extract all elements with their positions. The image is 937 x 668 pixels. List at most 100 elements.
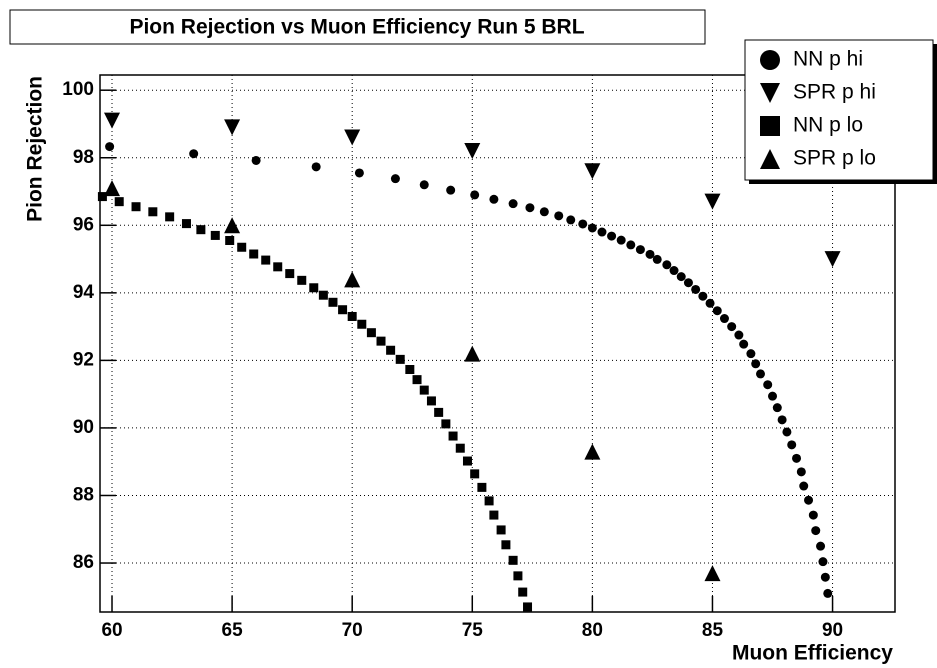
- point: [165, 212, 175, 222]
- y-tick-label: 86: [73, 552, 94, 573]
- point: [755, 369, 765, 379]
- x-axis-label: Muon Efficiency: [732, 642, 893, 665]
- point: [712, 306, 722, 316]
- point: [470, 190, 480, 200]
- point: [477, 482, 487, 492]
- point: [489, 510, 499, 520]
- point: [820, 572, 830, 582]
- point: [181, 219, 191, 229]
- y-tick-label: 94: [73, 282, 95, 303]
- y-tick-label: 98: [73, 147, 94, 168]
- y-tick-label: 92: [73, 349, 94, 370]
- y-tick-label: 90: [73, 417, 94, 438]
- point: [338, 305, 348, 315]
- y-tick-label: 88: [73, 484, 94, 505]
- point: [419, 385, 429, 395]
- point: [426, 396, 436, 406]
- point: [669, 266, 679, 276]
- point: [297, 275, 307, 285]
- point: [496, 525, 506, 535]
- x-tick-label: 70: [342, 620, 363, 641]
- point: [328, 297, 338, 307]
- point: [607, 231, 617, 241]
- point: [751, 359, 761, 369]
- legend-marker: [760, 83, 780, 103]
- legend-marker: [760, 116, 780, 136]
- point: [285, 269, 295, 279]
- point: [376, 336, 386, 346]
- point: [311, 162, 321, 172]
- y-tick-label: 96: [73, 214, 94, 235]
- point: [354, 168, 364, 178]
- x-tick-label: 80: [582, 620, 603, 641]
- point: [344, 271, 361, 288]
- point: [501, 540, 511, 550]
- y-axis-label: Pion Rejection: [24, 76, 47, 222]
- point: [210, 230, 220, 240]
- point: [539, 207, 549, 217]
- point: [676, 272, 686, 282]
- point: [131, 202, 141, 212]
- x-tick-label: 65: [222, 620, 244, 641]
- legend-marker: [760, 149, 780, 169]
- point: [705, 298, 715, 308]
- point: [446, 185, 456, 195]
- point: [804, 495, 814, 505]
- point: [105, 142, 115, 152]
- point: [470, 469, 480, 479]
- point: [626, 240, 636, 250]
- point: [727, 322, 737, 332]
- point: [237, 242, 247, 252]
- point: [114, 197, 124, 207]
- point: [357, 319, 367, 329]
- point: [818, 557, 828, 567]
- point: [808, 510, 818, 520]
- point: [148, 207, 158, 217]
- point: [386, 345, 396, 355]
- point: [434, 407, 444, 417]
- point: [366, 328, 376, 338]
- point: [97, 192, 107, 202]
- point: [811, 526, 821, 536]
- point: [566, 215, 576, 225]
- point: [508, 199, 518, 209]
- point: [484, 496, 494, 506]
- point: [104, 112, 121, 129]
- chart-title: Pion Rejection vs Muon Efficiency Run 5 …: [129, 16, 584, 39]
- point: [635, 245, 645, 255]
- point: [719, 314, 729, 324]
- title-box: [9, 9, 706, 45]
- point: [455, 443, 465, 453]
- point: [691, 284, 701, 294]
- point: [799, 481, 809, 491]
- point: [273, 262, 283, 272]
- x-tick-label: 60: [101, 620, 122, 641]
- point: [578, 219, 588, 229]
- point: [777, 415, 787, 425]
- point: [464, 345, 481, 362]
- point: [704, 193, 721, 210]
- point: [823, 588, 833, 598]
- point: [249, 249, 259, 259]
- point: [390, 174, 400, 184]
- point: [347, 311, 357, 321]
- point: [792, 453, 802, 463]
- point: [746, 349, 756, 359]
- point: [616, 235, 626, 245]
- point: [739, 339, 749, 349]
- point: [508, 555, 518, 565]
- y-tick-label: 100: [62, 79, 94, 100]
- point: [816, 541, 826, 551]
- point: [704, 565, 721, 582]
- point: [309, 283, 319, 293]
- point: [251, 155, 261, 165]
- point: [662, 260, 672, 270]
- x-tick-label: 90: [822, 620, 843, 641]
- point: [597, 227, 607, 237]
- legend-label: NN p hi: [793, 48, 863, 71]
- point: [768, 391, 778, 401]
- point: [395, 354, 405, 364]
- point: [763, 380, 773, 390]
